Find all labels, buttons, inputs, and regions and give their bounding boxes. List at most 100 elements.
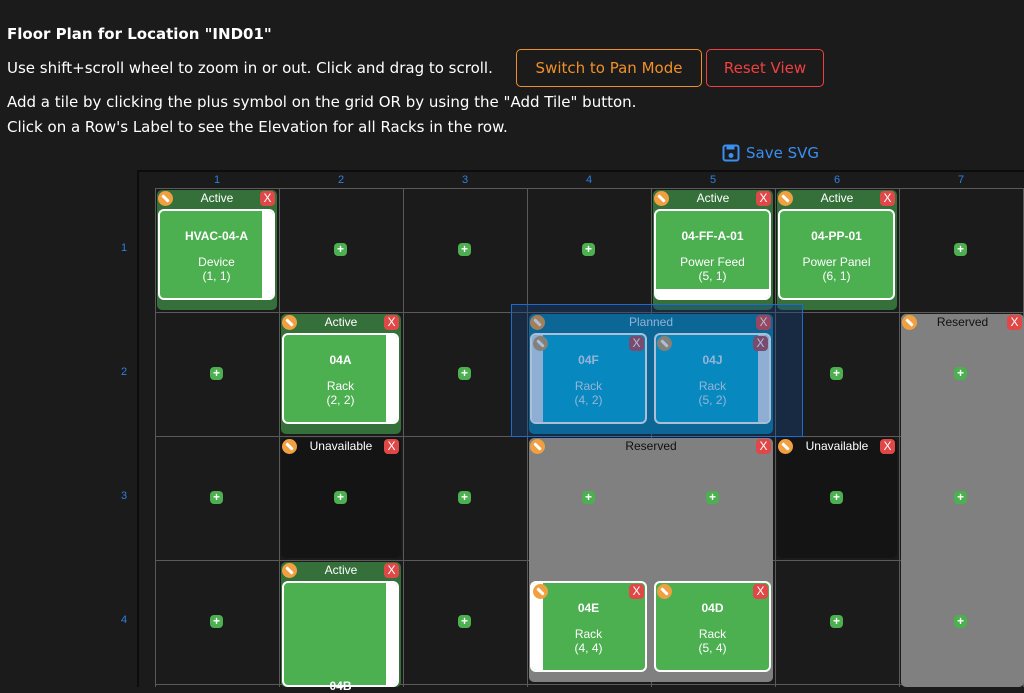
edit-icon[interactable]	[657, 336, 672, 351]
tile-fill-bar	[532, 335, 543, 422]
edit-icon[interactable]	[533, 336, 548, 351]
delete-icon[interactable]: X	[753, 584, 768, 599]
add-tile-button[interactable]: +	[582, 491, 595, 504]
row-label[interactable]: 1	[120, 242, 128, 254]
add-tile-button[interactable]: +	[830, 367, 843, 380]
delete-icon[interactable]: X	[629, 584, 644, 599]
reset-view-button[interactable]: Reset View	[706, 49, 824, 87]
edit-icon[interactable]	[778, 191, 793, 206]
add-tile-button[interactable]: +	[830, 491, 843, 504]
edit-icon[interactable]	[533, 584, 548, 599]
add-tile-button[interactable]: +	[954, 367, 967, 380]
edit-icon[interactable]	[158, 191, 173, 206]
tile-card[interactable]: HVAC-04-A Device (1, 1)	[158, 209, 275, 300]
edit-icon[interactable]	[282, 563, 297, 578]
edit-icon[interactable]	[530, 439, 545, 454]
edit-icon[interactable]	[778, 439, 793, 454]
save-svg-label: Save SVG	[746, 144, 819, 162]
tile-status-label: Active	[696, 191, 730, 205]
delete-icon[interactable]: X	[629, 336, 644, 351]
row-label[interactable]: 3	[120, 490, 128, 502]
add-tile-button[interactable]: +	[210, 491, 223, 504]
tile-name: 04D	[701, 601, 724, 615]
tile-status-label: Unavailable	[805, 439, 869, 453]
add-tile-button[interactable]: +	[954, 615, 967, 628]
add-tile-button[interactable]: +	[334, 243, 347, 256]
tile-card[interactable]: 04A Rack (2, 2)	[282, 333, 399, 424]
tile-card[interactable]: 04D Rack (5, 4) X	[654, 581, 771, 672]
add-tile-button[interactable]: +	[458, 491, 471, 504]
tile-type-label: Rack	[574, 379, 603, 393]
tile-fill-bar	[386, 583, 397, 685]
tile-fill-bar	[386, 335, 397, 422]
tile-name: 04E	[577, 601, 600, 615]
add-tile-button[interactable]: +	[210, 367, 223, 380]
save-svg-button[interactable]: Save SVG	[722, 144, 819, 162]
delete-icon[interactable]: X	[260, 191, 275, 206]
add-tile-button[interactable]: +	[458, 367, 471, 380]
tile-fill-bar	[262, 211, 273, 298]
column-label: 4	[585, 174, 593, 186]
delete-icon[interactable]: X	[756, 191, 771, 206]
tile-type: Rack (5, 4)	[656, 627, 769, 655]
grid-line	[155, 312, 1024, 313]
grid-line	[899, 188, 900, 687]
page-title: Floor Plan for Location "IND01"	[7, 25, 272, 43]
row-label[interactable]: 2	[120, 366, 128, 378]
add-tile-button[interactable]: +	[582, 243, 595, 256]
tile-name: 04-FF-A-01	[681, 229, 744, 243]
switch-to-pan-mode-button[interactable]: Switch to Pan Mode	[516, 49, 702, 87]
tile-name: 04F	[578, 353, 599, 367]
tile-card[interactable]: 04B	[282, 581, 399, 693]
tile-card[interactable]: 04J Rack (5, 2) X	[654, 333, 771, 424]
tile-coordinates: (4, 4)	[574, 641, 603, 655]
add-tile-button[interactable]: +	[334, 491, 347, 504]
tile-coordinates: (5, 1)	[698, 269, 727, 283]
tile-card[interactable]: 04-FF-A-01 Power Feed (5, 1)	[654, 209, 771, 300]
row-label[interactable]: 4	[120, 614, 128, 626]
edit-icon[interactable]	[282, 439, 297, 454]
delete-icon[interactable]: X	[756, 439, 771, 454]
edit-icon[interactable]	[654, 191, 669, 206]
delete-icon[interactable]: X	[756, 315, 771, 330]
tile-type-label: Power Panel	[802, 255, 871, 269]
add-tile-button[interactable]: +	[458, 243, 471, 256]
tile-fill-bar	[758, 335, 769, 422]
add-tile-button[interactable]: +	[830, 615, 843, 628]
tile-fill-bar	[532, 583, 543, 670]
tile-card[interactable]: 04E Rack (4, 4) X	[530, 581, 647, 672]
edit-icon[interactable]	[657, 584, 672, 599]
add-tile-button[interactable]: +	[706, 491, 719, 504]
tile-card[interactable]: 04-PP-01 Power Panel (6, 1)	[778, 209, 895, 300]
zoom-instructions: Use shift+scroll wheel to zoom in or out…	[7, 59, 493, 77]
edit-icon[interactable]	[902, 315, 917, 330]
edit-icon[interactable]	[530, 315, 545, 330]
tile-type-label: Device	[198, 255, 235, 269]
delete-icon[interactable]: X	[880, 439, 895, 454]
add-tile-button[interactable]: +	[458, 615, 471, 628]
tile-type: Rack (5, 2)	[656, 379, 769, 407]
delete-icon[interactable]: X	[1007, 315, 1022, 330]
add-tile-button[interactable]: +	[954, 491, 967, 504]
add-tile-button[interactable]: +	[954, 243, 967, 256]
tile-status-label: Planned	[628, 315, 674, 329]
delete-icon[interactable]: X	[753, 336, 768, 351]
tile-card[interactable]: 04F Rack (4, 2) X	[530, 333, 647, 424]
tile-type: Rack (2, 2)	[284, 379, 397, 407]
column-label: 1	[213, 174, 221, 186]
column-label: 7	[957, 174, 965, 186]
add-tile-button[interactable]: +	[210, 615, 223, 628]
grid-line	[527, 188, 528, 687]
tile-type: Rack (4, 2)	[532, 379, 645, 407]
delete-icon[interactable]: X	[384, 315, 399, 330]
delete-icon[interactable]: X	[880, 191, 895, 206]
grid-line	[775, 188, 776, 687]
row-label-instructions: Click on a Row's Label to see the Elevat…	[7, 118, 508, 136]
delete-icon[interactable]: X	[384, 563, 399, 578]
tile-fill-bar	[656, 289, 769, 298]
edit-icon[interactable]	[282, 315, 297, 330]
delete-icon[interactable]: X	[384, 439, 399, 454]
tile-type: Rack (4, 4)	[532, 627, 645, 655]
tile-type-label: Rack	[698, 627, 727, 641]
